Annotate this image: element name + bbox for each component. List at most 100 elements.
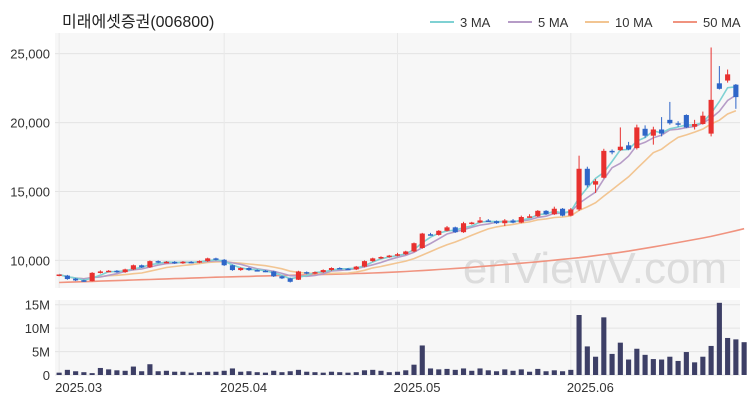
volume-bar bbox=[725, 337, 731, 375]
candle bbox=[295, 270, 302, 281]
candle-body bbox=[287, 278, 293, 282]
volume-bar bbox=[221, 370, 227, 375]
candle bbox=[403, 250, 409, 255]
candle bbox=[254, 269, 260, 272]
volume-bar bbox=[73, 371, 79, 375]
volume-axis: 0 5M 10M 15M bbox=[25, 298, 50, 383]
candle bbox=[716, 66, 722, 90]
candle bbox=[337, 267, 343, 270]
candle-body bbox=[510, 220, 516, 223]
volume-bar bbox=[287, 371, 293, 375]
volume-bar bbox=[304, 371, 310, 375]
volume-bar bbox=[642, 354, 648, 375]
volume-bar bbox=[254, 372, 260, 375]
candle bbox=[518, 215, 524, 224]
candle-body bbox=[683, 115, 689, 128]
volume-bar bbox=[180, 371, 186, 375]
volume-bar bbox=[452, 369, 458, 375]
ma10-line bbox=[58, 110, 737, 280]
volume-bar bbox=[370, 369, 376, 375]
candle bbox=[163, 261, 169, 264]
candle-body bbox=[493, 221, 500, 224]
volume-bar bbox=[617, 342, 623, 375]
candle bbox=[312, 271, 318, 275]
volume-bar bbox=[667, 356, 673, 375]
candle-body bbox=[444, 227, 450, 231]
volume-bar bbox=[89, 373, 95, 375]
candle-body bbox=[560, 208, 566, 216]
candle bbox=[361, 260, 368, 268]
candle bbox=[64, 274, 70, 280]
candle-body bbox=[609, 150, 615, 153]
candle-body bbox=[106, 270, 112, 273]
x-tick-label: 2025.03 bbox=[55, 380, 102, 395]
candle-body bbox=[601, 150, 607, 178]
candle bbox=[73, 278, 79, 282]
candle-body bbox=[238, 268, 244, 271]
candle bbox=[642, 125, 648, 138]
candle-body bbox=[659, 129, 665, 134]
volume-bar bbox=[518, 369, 524, 375]
candle-body bbox=[526, 216, 533, 218]
x-tick-label: 2025.05 bbox=[394, 380, 441, 395]
volume-bar bbox=[477, 368, 483, 375]
candle-body bbox=[64, 275, 70, 280]
candle-body bbox=[271, 271, 277, 277]
candle bbox=[700, 111, 706, 125]
volume-bar bbox=[650, 359, 656, 375]
volume-bar bbox=[163, 370, 169, 375]
candle bbox=[188, 261, 194, 264]
volume-bar bbox=[510, 370, 516, 375]
candle-body bbox=[642, 128, 648, 136]
candle-body bbox=[386, 255, 392, 258]
volume-bar bbox=[196, 372, 202, 375]
volume-bar bbox=[238, 371, 244, 375]
candle-body bbox=[568, 209, 574, 216]
candle bbox=[271, 270, 277, 277]
candle-body bbox=[460, 223, 467, 233]
candle bbox=[370, 257, 376, 262]
volume-bar bbox=[708, 345, 714, 375]
candle-body bbox=[221, 259, 227, 266]
volume-bar bbox=[716, 302, 722, 375]
candle bbox=[510, 219, 516, 224]
candle bbox=[725, 69, 731, 83]
candle bbox=[601, 148, 607, 179]
candle-body bbox=[304, 272, 310, 274]
candle-body bbox=[419, 233, 425, 249]
candle-body bbox=[279, 276, 285, 279]
candle-body bbox=[477, 220, 483, 223]
candle-body bbox=[328, 268, 335, 271]
volume-bar bbox=[279, 372, 285, 375]
candle-body bbox=[378, 256, 384, 259]
volume-bar bbox=[609, 353, 615, 375]
candle bbox=[386, 254, 392, 258]
candle-body bbox=[89, 272, 95, 282]
candle bbox=[411, 242, 417, 253]
price-tick-label: 15,000 bbox=[10, 185, 50, 200]
candle bbox=[576, 155, 582, 211]
candle bbox=[659, 117, 665, 137]
candle bbox=[568, 208, 574, 217]
candle-body bbox=[667, 119, 673, 124]
price-tick-label: 10,000 bbox=[10, 253, 50, 268]
volume-bar bbox=[122, 370, 128, 375]
candle-body bbox=[320, 270, 326, 273]
candle-body bbox=[155, 261, 161, 263]
volume-bar bbox=[229, 368, 235, 375]
volume-tick-label: 10M bbox=[25, 321, 50, 336]
candle bbox=[139, 264, 145, 269]
volume-bar bbox=[436, 369, 442, 375]
candle-body bbox=[246, 268, 252, 271]
volume-bar bbox=[353, 372, 359, 375]
candle bbox=[81, 279, 87, 282]
candle bbox=[229, 264, 235, 271]
volume-bar bbox=[626, 359, 632, 375]
candle bbox=[238, 267, 244, 271]
candle bbox=[444, 225, 450, 232]
volume-tick-label: 5M bbox=[32, 345, 50, 360]
candle bbox=[427, 232, 434, 236]
watermark: enViewV.com bbox=[463, 244, 727, 293]
candle-body bbox=[172, 261, 178, 264]
